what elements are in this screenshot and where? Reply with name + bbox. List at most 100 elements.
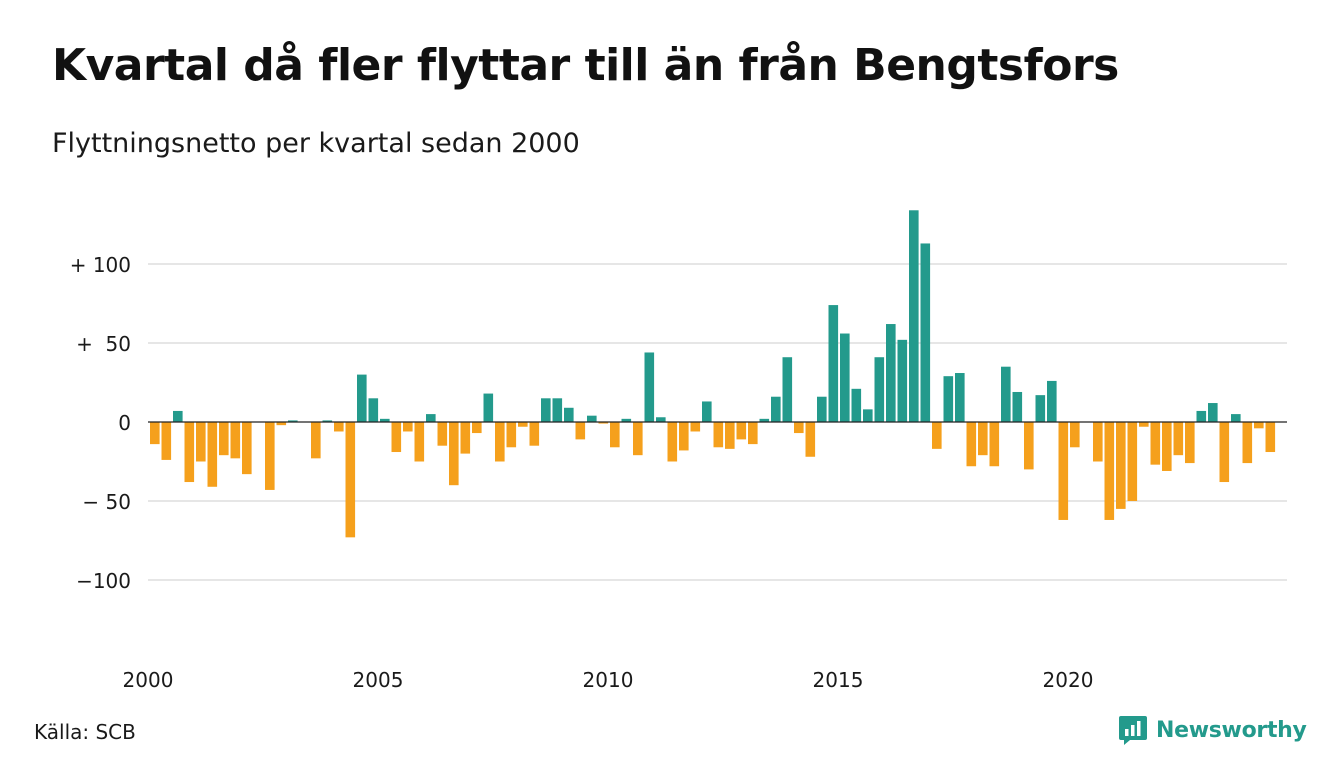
bar-positive[interactable] xyxy=(1196,410,1207,422)
bar-negative[interactable] xyxy=(276,422,287,426)
bar-negative[interactable] xyxy=(150,422,160,445)
bar-negative[interactable] xyxy=(725,422,735,449)
bar-negative[interactable] xyxy=(1265,422,1276,453)
bar-negative[interactable] xyxy=(633,422,643,456)
bar-negative[interactable] xyxy=(161,422,172,460)
bar-negative[interactable] xyxy=(311,422,321,459)
bars xyxy=(148,210,1287,538)
bar-negative[interactable] xyxy=(449,422,459,486)
brand-logo[interactable]: Newsworthy xyxy=(1118,714,1307,746)
bar-positive[interactable] xyxy=(587,415,597,422)
bar-positive[interactable] xyxy=(288,420,298,422)
bar-negative[interactable] xyxy=(1139,422,1149,427)
bar-negative[interactable] xyxy=(598,422,609,424)
bar-negative[interactable] xyxy=(1070,422,1080,448)
bar-positive[interactable] xyxy=(552,398,563,422)
bar-negative[interactable] xyxy=(1150,422,1161,465)
bar-positive[interactable] xyxy=(782,357,793,422)
bar-negative[interactable] xyxy=(1024,422,1034,470)
bar-negative[interactable] xyxy=(1219,422,1230,483)
bar-positive[interactable] xyxy=(863,409,873,422)
bar-negative[interactable] xyxy=(1093,422,1103,462)
bar-negative[interactable] xyxy=(460,422,471,454)
bar-negative[interactable] xyxy=(1104,422,1115,520)
bar-negative[interactable] xyxy=(667,422,678,462)
bar-positive[interactable] xyxy=(955,373,965,422)
bar-negative[interactable] xyxy=(1254,422,1264,429)
bar-negative[interactable] xyxy=(690,422,701,432)
bar-negative[interactable] xyxy=(1173,422,1184,456)
bar-negative[interactable] xyxy=(679,422,689,451)
bar-positive[interactable] xyxy=(909,210,919,422)
bar-negative[interactable] xyxy=(495,422,505,462)
x-tick-label: 2010 xyxy=(583,668,634,692)
bar-negative[interactable] xyxy=(1242,422,1253,464)
bar-positive[interactable] xyxy=(564,407,574,422)
bar-negative[interactable] xyxy=(242,422,252,475)
bar-negative[interactable] xyxy=(713,422,724,448)
bar-positive[interactable] xyxy=(920,243,931,422)
bar-negative[interactable] xyxy=(748,422,758,445)
bar-negative[interactable] xyxy=(437,422,448,446)
bar-positive[interactable] xyxy=(426,414,436,422)
bar-negative[interactable] xyxy=(207,422,218,487)
bar-negative[interactable] xyxy=(230,422,241,459)
bar-negative[interactable] xyxy=(265,422,275,490)
bar-negative[interactable] xyxy=(219,422,229,456)
bar-positive[interactable] xyxy=(828,305,839,422)
bar-negative[interactable] xyxy=(1058,422,1069,520)
bar-positive[interactable] xyxy=(541,398,551,422)
bar-negative[interactable] xyxy=(1116,422,1126,509)
bar-positive[interactable] xyxy=(656,417,666,422)
bar-positive[interactable] xyxy=(1231,414,1241,422)
bar-negative[interactable] xyxy=(575,422,586,440)
bar-positive[interactable] xyxy=(322,420,333,422)
bar-negative[interactable] xyxy=(1162,422,1172,471)
bar-positive[interactable] xyxy=(897,339,908,422)
bar-negative[interactable] xyxy=(506,422,517,448)
bar-positive[interactable] xyxy=(874,357,885,422)
bar-positive[interactable] xyxy=(368,398,379,422)
bar-positive[interactable] xyxy=(771,396,781,422)
bar-negative[interactable] xyxy=(978,422,988,456)
bar-negative[interactable] xyxy=(932,422,942,449)
bar-positive[interactable] xyxy=(1047,380,1057,422)
bar-positive[interactable] xyxy=(1208,403,1218,422)
bar-negative[interactable] xyxy=(529,422,540,446)
bar-negative[interactable] xyxy=(334,422,344,432)
bar-positive[interactable] xyxy=(644,352,655,422)
bar-positive[interactable] xyxy=(621,418,632,422)
bar-positive[interactable] xyxy=(1001,366,1011,422)
bar-positive[interactable] xyxy=(1012,391,1023,422)
bar-negative[interactable] xyxy=(736,422,747,440)
x-tick-label: 2015 xyxy=(813,668,864,692)
bar-positive[interactable] xyxy=(851,388,862,422)
bar-positive[interactable] xyxy=(943,376,954,422)
bar-negative[interactable] xyxy=(414,422,425,462)
bar-negative[interactable] xyxy=(472,422,482,434)
bar-negative[interactable] xyxy=(794,422,804,434)
bar-positive[interactable] xyxy=(702,401,712,422)
bar-negative[interactable] xyxy=(518,422,528,427)
bar-negative[interactable] xyxy=(184,422,195,483)
bar-positive[interactable] xyxy=(840,333,850,422)
bar-positive[interactable] xyxy=(886,324,896,422)
bar-negative[interactable] xyxy=(966,422,977,467)
bar-negative[interactable] xyxy=(1185,422,1195,464)
bar-positive[interactable] xyxy=(380,418,390,422)
bar-positive[interactable] xyxy=(357,374,367,422)
bar-positive[interactable] xyxy=(1035,395,1046,422)
bar-negative[interactable] xyxy=(196,422,206,462)
bar-negative[interactable] xyxy=(345,422,356,538)
bar-negative[interactable] xyxy=(805,422,816,457)
bar-negative[interactable] xyxy=(403,422,413,432)
bar-negative[interactable] xyxy=(610,422,620,448)
bar-negative[interactable] xyxy=(1127,422,1138,501)
bar-positive[interactable] xyxy=(759,418,770,422)
bar-positive[interactable] xyxy=(483,393,494,422)
bar-negative[interactable] xyxy=(989,422,1000,467)
y-tick-label: + 100 xyxy=(70,253,131,277)
bar-positive[interactable] xyxy=(817,396,827,422)
bar-positive[interactable] xyxy=(173,410,183,422)
bar-negative[interactable] xyxy=(391,422,402,453)
